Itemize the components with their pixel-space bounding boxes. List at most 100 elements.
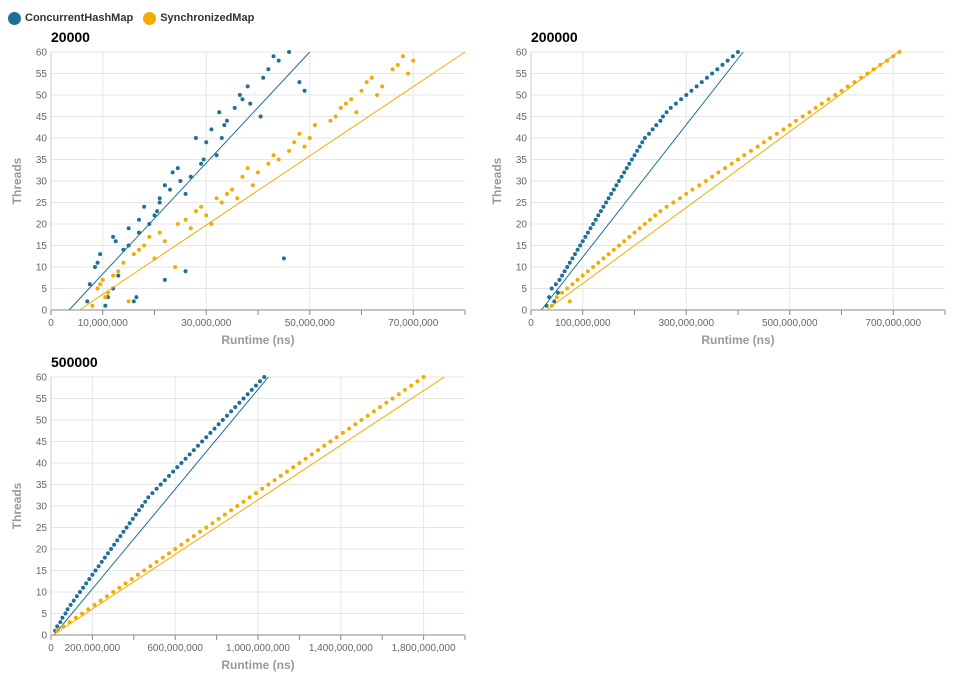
- point-concurrenthashmap: [689, 88, 694, 93]
- point-synchronizedmap: [340, 430, 345, 435]
- point-synchronizedmap: [390, 67, 395, 72]
- point-synchronizedmap: [131, 252, 136, 257]
- point-synchronizedmap: [648, 217, 653, 222]
- point-synchronizedmap: [390, 396, 395, 401]
- point-synchronizedmap: [632, 230, 637, 235]
- point-concurrenthashmap: [736, 50, 740, 54]
- point-synchronizedmap: [322, 443, 327, 448]
- point-synchronizedmap: [380, 84, 385, 89]
- x-axis-title: Runtime (ns): [221, 333, 294, 347]
- point-concurrenthashmap: [249, 387, 254, 392]
- point-synchronizedmap: [86, 607, 91, 612]
- point-synchronizedmap: [703, 179, 708, 183]
- point-concurrenthashmap: [229, 409, 234, 414]
- point-synchronizedmap: [549, 303, 554, 308]
- point-concurrenthashmap: [547, 295, 552, 300]
- point-concurrenthashmap: [95, 260, 100, 265]
- point-synchronizedmap: [839, 88, 844, 93]
- legend-item-synchronizedmap[interactable]: SynchronizedMap: [143, 11, 254, 25]
- point-concurrenthashmap: [84, 581, 89, 586]
- point-concurrenthashmap: [199, 161, 204, 166]
- point-synchronizedmap: [98, 282, 103, 287]
- point-concurrenthashmap: [111, 234, 116, 239]
- point-concurrenthashmap: [614, 183, 619, 188]
- x-tick-label: 50,000,000: [285, 318, 335, 329]
- point-concurrenthashmap: [112, 542, 117, 547]
- point-synchronizedmap: [421, 375, 426, 379]
- point-concurrenthashmap: [637, 144, 642, 149]
- y-tick-label: 55: [516, 69, 528, 80]
- point-synchronizedmap: [354, 110, 359, 115]
- point-synchronizedmap: [343, 101, 348, 106]
- point-synchronizedmap: [229, 508, 234, 513]
- point-synchronizedmap: [210, 521, 215, 526]
- point-synchronizedmap: [100, 277, 105, 282]
- point-synchronizedmap: [256, 170, 260, 175]
- point-synchronizedmap: [266, 482, 271, 487]
- point-synchronizedmap: [142, 568, 147, 573]
- y-tick-label: 5: [41, 284, 47, 295]
- point-synchronizedmap: [575, 277, 580, 282]
- point-synchronizedmap: [55, 628, 60, 633]
- x-tick-label: 1,400,000,000: [309, 643, 373, 654]
- point-synchronizedmap: [142, 243, 147, 248]
- chart-panel-20000: 0 5 10 15 20 25 30 35 40 45 50 55 60 0 10,000,000 30,00…: [10, 29, 466, 347]
- point-synchronizedmap: [622, 239, 627, 244]
- point-synchronizedmap: [199, 204, 204, 209]
- point-synchronizedmap: [292, 140, 297, 145]
- plot-area: [52, 375, 445, 636]
- y-tick-label: 60: [516, 48, 528, 59]
- point-concurrenthashmap: [245, 392, 250, 397]
- point-synchronizedmap: [253, 491, 258, 496]
- point-concurrenthashmap: [68, 602, 73, 607]
- y-tick-label: 60: [36, 48, 48, 59]
- point-concurrenthashmap: [591, 222, 596, 226]
- point-synchronizedmap: [716, 170, 721, 175]
- point-synchronizedmap: [309, 452, 314, 457]
- point-synchronizedmap: [117, 585, 122, 590]
- point-concurrenthashmap: [704, 75, 709, 80]
- point-concurrenthashmap: [116, 273, 121, 278]
- point-synchronizedmap: [245, 166, 250, 171]
- point-concurrenthashmap: [684, 93, 689, 97]
- x-axis-title: Runtime (ns): [221, 658, 294, 672]
- x-tick-label: 300,000,000: [658, 318, 714, 329]
- point-concurrenthashmap: [85, 299, 90, 304]
- point-concurrenthashmap: [668, 105, 673, 110]
- point-synchronizedmap: [658, 209, 663, 214]
- point-concurrenthashmap: [55, 624, 60, 629]
- point-concurrenthashmap: [214, 153, 219, 158]
- point-synchronizedmap: [554, 295, 559, 300]
- y-tick-label: 45: [36, 437, 48, 448]
- point-concurrenthashmap: [287, 50, 292, 54]
- point-synchronizedmap: [307, 136, 312, 140]
- point-concurrenthashmap: [650, 127, 655, 132]
- point-concurrenthashmap: [115, 538, 120, 543]
- legend-item-concurrenthashmap[interactable]: ConcurrentHashMap: [8, 11, 133, 25]
- trendline-concurrenthashmap: [540, 51, 744, 311]
- point-concurrenthashmap: [730, 54, 735, 59]
- point-concurrenthashmap: [248, 101, 253, 106]
- point-concurrenthashmap: [136, 230, 141, 235]
- point-concurrenthashmap: [629, 157, 634, 162]
- point-concurrenthashmap: [136, 217, 141, 222]
- point-synchronizedmap: [684, 191, 689, 196]
- point-synchronizedmap: [214, 196, 219, 201]
- point-synchronizedmap: [148, 564, 153, 569]
- point-synchronizedmap: [787, 123, 792, 128]
- point-synchronizedmap: [793, 118, 798, 123]
- x-tick-label: 0: [48, 643, 54, 654]
- point-synchronizedmap: [90, 303, 95, 308]
- point-concurrenthashmap: [209, 127, 214, 132]
- point-synchronizedmap: [135, 572, 140, 577]
- point-synchronizedmap: [570, 282, 575, 287]
- point-concurrenthashmap: [562, 269, 567, 274]
- point-concurrenthashmap: [567, 260, 572, 265]
- point-synchronizedmap: [384, 400, 389, 405]
- point-concurrenthashmap: [237, 400, 242, 405]
- point-synchronizedmap: [175, 222, 180, 226]
- point-concurrenthashmap: [171, 469, 176, 474]
- point-concurrenthashmap: [262, 375, 267, 379]
- point-synchronizedmap: [287, 148, 292, 153]
- point-concurrenthashmap: [126, 243, 131, 248]
